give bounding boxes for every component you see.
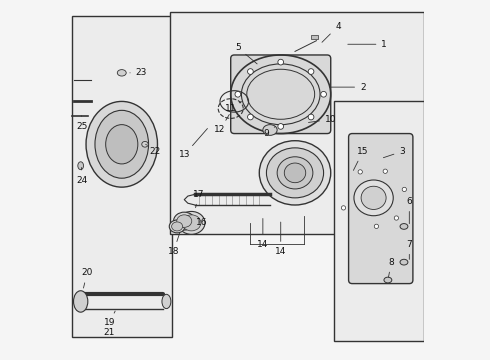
Text: 12: 12 [214, 114, 229, 135]
Circle shape [247, 114, 253, 120]
FancyBboxPatch shape [348, 134, 413, 284]
Text: 18: 18 [168, 233, 180, 256]
Circle shape [247, 69, 253, 75]
Text: 15: 15 [353, 147, 368, 170]
Ellipse shape [169, 220, 185, 233]
Text: 23: 23 [130, 68, 147, 77]
FancyBboxPatch shape [72, 16, 172, 337]
Ellipse shape [259, 141, 331, 205]
Ellipse shape [95, 111, 148, 178]
Circle shape [321, 91, 326, 97]
Ellipse shape [117, 69, 126, 76]
Ellipse shape [400, 224, 408, 229]
Ellipse shape [267, 148, 323, 198]
FancyBboxPatch shape [334, 102, 424, 341]
Ellipse shape [263, 125, 277, 135]
Circle shape [342, 206, 345, 210]
Ellipse shape [106, 125, 138, 164]
Text: 2: 2 [330, 83, 366, 92]
Circle shape [278, 123, 284, 129]
Text: 19: 19 [103, 311, 115, 327]
Text: 20: 20 [81, 268, 93, 288]
Text: 11: 11 [225, 102, 242, 113]
Text: 25: 25 [77, 116, 88, 131]
FancyBboxPatch shape [170, 12, 424, 234]
Ellipse shape [78, 162, 83, 170]
Circle shape [383, 169, 388, 174]
Text: 7: 7 [406, 240, 412, 260]
Ellipse shape [354, 180, 393, 216]
Ellipse shape [86, 102, 157, 187]
Circle shape [402, 187, 407, 192]
Text: 16: 16 [196, 219, 208, 228]
Bar [311, 35, 318, 39]
Text: 1: 1 [348, 40, 387, 49]
Text: 17: 17 [193, 190, 204, 208]
Circle shape [308, 69, 314, 75]
Circle shape [374, 224, 379, 229]
Ellipse shape [172, 222, 183, 231]
Circle shape [308, 114, 314, 120]
Ellipse shape [162, 294, 171, 309]
Circle shape [235, 91, 241, 97]
Ellipse shape [400, 259, 408, 265]
Ellipse shape [182, 215, 201, 231]
FancyBboxPatch shape [231, 55, 331, 134]
Ellipse shape [178, 211, 205, 234]
Text: 21: 21 [103, 328, 115, 337]
Ellipse shape [173, 212, 195, 230]
Text: 10: 10 [309, 115, 337, 124]
Ellipse shape [74, 291, 88, 312]
Text: 13: 13 [178, 129, 207, 159]
Ellipse shape [361, 186, 386, 210]
Text: 6: 6 [406, 197, 412, 224]
Text: 14: 14 [275, 222, 287, 256]
Ellipse shape [384, 277, 392, 283]
Text: 3: 3 [383, 147, 405, 158]
Text: 14: 14 [257, 219, 269, 249]
Circle shape [278, 59, 284, 65]
Circle shape [358, 170, 363, 174]
Circle shape [394, 216, 398, 220]
Text: 8: 8 [389, 258, 394, 277]
Text: 24: 24 [77, 167, 88, 185]
Text: 5: 5 [235, 43, 257, 64]
Text: 9: 9 [264, 126, 275, 138]
Ellipse shape [284, 163, 306, 183]
Ellipse shape [177, 215, 192, 227]
Ellipse shape [277, 157, 313, 189]
Text: 22: 22 [146, 144, 161, 156]
Ellipse shape [142, 141, 148, 147]
Text: 4: 4 [322, 22, 341, 42]
